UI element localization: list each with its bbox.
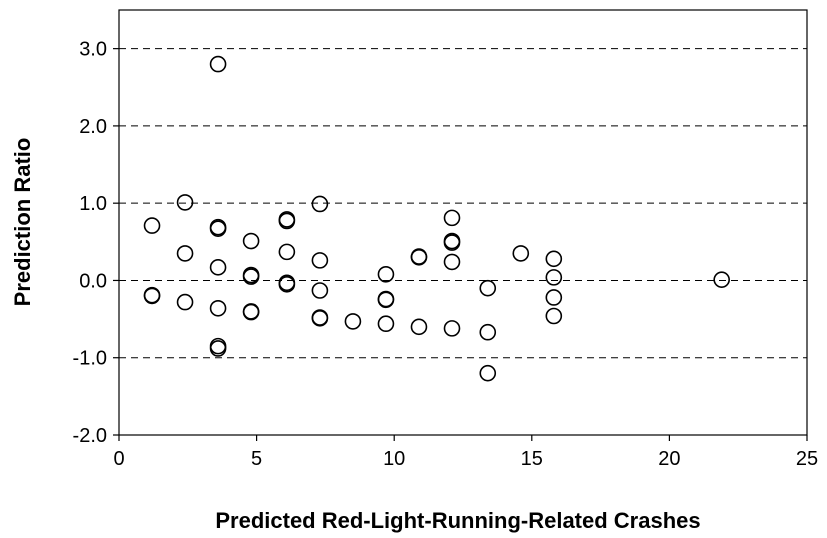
x-tick-label: 10 <box>383 448 405 470</box>
data-point <box>278 243 296 261</box>
y-tick-label: 2.0 <box>79 116 107 138</box>
data-point <box>443 209 461 227</box>
axis-ticks: -2.0 -1.0 0.0 1.0 2.0 3.0 0 5 10 15 20 25 <box>73 39 819 470</box>
y-tick-label: -2.0 <box>73 425 107 447</box>
data-point <box>278 212 296 230</box>
x-tick-label: 20 <box>658 448 680 470</box>
x-tick-label: 0 <box>113 448 124 470</box>
data-point <box>344 313 362 330</box>
data-point <box>377 291 395 309</box>
data-point <box>278 276 296 293</box>
data-point <box>143 217 161 234</box>
data-point <box>209 55 227 73</box>
data-point <box>545 250 563 268</box>
y-tick-label: -1.0 <box>73 348 107 370</box>
data-point <box>545 289 563 306</box>
data-point <box>443 253 461 271</box>
data-point <box>311 282 329 299</box>
y-tick-label: 0.0 <box>79 270 107 292</box>
data-point <box>209 259 227 276</box>
data-point <box>479 364 497 382</box>
data-point <box>377 315 395 333</box>
data-point <box>377 265 395 283</box>
x-tick-label: 25 <box>796 448 818 470</box>
data-point <box>143 287 161 305</box>
data-point <box>545 307 563 325</box>
data-point <box>311 252 329 269</box>
x-tick-label: 5 <box>251 448 262 470</box>
gridlines <box>119 48 807 359</box>
data-point <box>242 232 260 250</box>
data-point <box>209 220 227 237</box>
data-point <box>311 310 329 327</box>
data-point <box>512 245 530 262</box>
data-point <box>176 245 194 262</box>
data-point <box>545 269 563 286</box>
y-tick-label: 3.0 <box>79 39 107 61</box>
data-point <box>410 248 428 266</box>
data-point <box>713 271 730 288</box>
data-point <box>176 293 194 311</box>
data-point <box>479 279 497 297</box>
x-axis-title: Predicted Red-Light-Running-Related Cras… <box>215 508 700 533</box>
data-point <box>209 299 227 317</box>
data-point <box>242 268 260 285</box>
data-point <box>209 340 227 357</box>
y-tick-label: 1.0 <box>79 193 107 215</box>
data-points <box>143 55 730 382</box>
data-point <box>176 194 194 211</box>
x-tick-label: 15 <box>521 448 543 470</box>
plot-area <box>118 9 808 436</box>
data-point <box>242 303 260 321</box>
data-point <box>479 323 497 341</box>
y-axis-title: Prediction Ratio <box>10 138 35 307</box>
data-point <box>443 234 461 251</box>
data-point <box>410 318 428 336</box>
data-point <box>443 320 461 337</box>
data-point <box>311 195 329 213</box>
